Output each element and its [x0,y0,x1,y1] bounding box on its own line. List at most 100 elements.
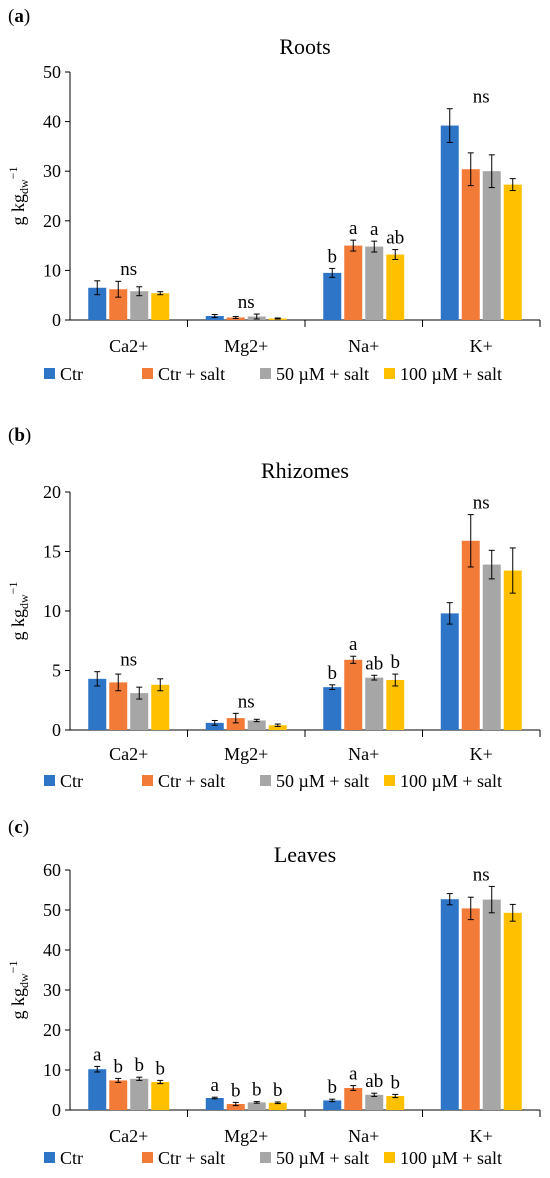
significance-label: ns [473,493,490,514]
significance-label: b [273,1080,283,1101]
y-axis-label: g kgdw−1 [6,961,31,1020]
y-tick-label: 10 [43,260,61,280]
significance-label: ab [386,228,404,249]
bar [461,540,480,730]
y-tick-label: 60 [43,860,61,880]
bar [482,899,501,1110]
panel-label: (a) [8,6,30,27]
y-axis-label-main: g kg [8,194,28,226]
bar [226,1104,245,1110]
legend-swatch [384,775,395,786]
legend-swatch [44,1152,55,1163]
bar [461,908,480,1110]
significance-label: ns [473,87,490,108]
bar [365,246,384,320]
bar [323,687,342,730]
significance-label: ns [120,650,137,671]
x-tick-label: Ca2+ [109,744,148,764]
y-axis-label-sup: −1 [6,582,20,595]
significance-label: ns [120,259,137,280]
bar [482,564,501,730]
significance-label: a [370,219,379,240]
bar [461,169,480,320]
bar [109,289,128,320]
legend-entry: Ctr + salt [158,1148,225,1168]
bar [503,570,522,730]
bar [482,171,501,320]
panel-c: (c) Leaves 0 10 20 30 40 50 60 g kgdw−1 Ca2+ Mg2+ Na… [6,817,541,1168]
x-tick-label: K+ [470,744,493,764]
bar [247,720,266,730]
y-axis-label-sup: −1 [6,961,20,974]
significance-label: b [135,1055,145,1076]
y-tick-label: 5 [52,661,61,681]
y-tick-label: 0 [52,310,61,330]
y-axis-label-sup: −1 [6,167,20,180]
bar [440,125,459,321]
bar [88,287,107,320]
legend-swatch [44,775,55,786]
legend-swatch [142,1152,153,1163]
y-tick-label: 0 [52,720,61,740]
bar [344,245,363,320]
legend-entry: 50 µM + salt [276,771,369,791]
significance-label: b [391,1072,401,1093]
significance-label: ns [238,292,255,313]
y-tick-label: 0 [52,1100,61,1120]
bar [365,1094,384,1110]
panel-label-letter: a [14,6,24,27]
bar [323,272,342,320]
legend: Ctr Ctr + salt 50 µM + salt 100 µM + salt [44,1148,502,1168]
legend-entry: 100 µM + salt [400,1148,502,1168]
x-tick-label: K+ [470,336,493,356]
significance-label: ns [473,864,490,885]
chart-title: Leaves [274,842,336,867]
bar [344,659,363,730]
significance-label: ab [365,1071,383,1092]
legend-entry: Ctr + salt [158,364,225,384]
significance-label: a [211,1075,220,1096]
bar [386,680,405,730]
significance-label: b [391,652,401,673]
y-axis-label-sub: dw [17,973,31,988]
bar [365,677,384,730]
y-tick-label: 50 [43,900,61,920]
x-tick-label: Na+ [348,336,379,356]
bar [205,1098,224,1110]
bar [440,899,459,1110]
bar [130,1078,149,1110]
bar [386,254,405,320]
legend-swatch [260,775,271,786]
x-tick-label: K+ [470,1126,493,1146]
legend-entry: 100 µM + salt [400,364,502,384]
legend-swatch [260,368,271,379]
bar [503,912,522,1110]
panel-label-letter: b [14,425,25,446]
legend-entry: Ctr [60,364,83,384]
bar [344,1088,363,1110]
panel-label: (c) [8,817,29,838]
bar [109,1080,128,1110]
legend-swatch [384,368,395,379]
y-tick-label: 50 [43,62,61,82]
y-axis-label-main: g kg [8,988,28,1020]
chart-title: Rhizomes [261,458,349,483]
legend-swatch [384,1152,395,1163]
y-tick-label: 15 [43,542,61,562]
x-tick-label: Mg2+ [224,1126,268,1146]
significance-label: a [349,1064,358,1085]
bar [268,725,287,730]
y-tick-label: 30 [43,980,61,1000]
significance-label: b [328,246,338,267]
x-tick-label: Mg2+ [224,336,268,356]
bar [268,1102,287,1110]
panel-a: (a) Roots 0 10 20 30 40 50 g kgdw−1 Ca2+ Mg2+ Na+ K+… [6,6,541,384]
bar [323,1100,342,1110]
significance-label: ns [238,691,255,712]
bar [503,184,522,320]
legend-swatch [142,775,153,786]
legend-swatch [142,368,153,379]
y-axis-label-sub: dw [17,594,31,609]
legend-entry: Ctr + salt [158,771,225,791]
